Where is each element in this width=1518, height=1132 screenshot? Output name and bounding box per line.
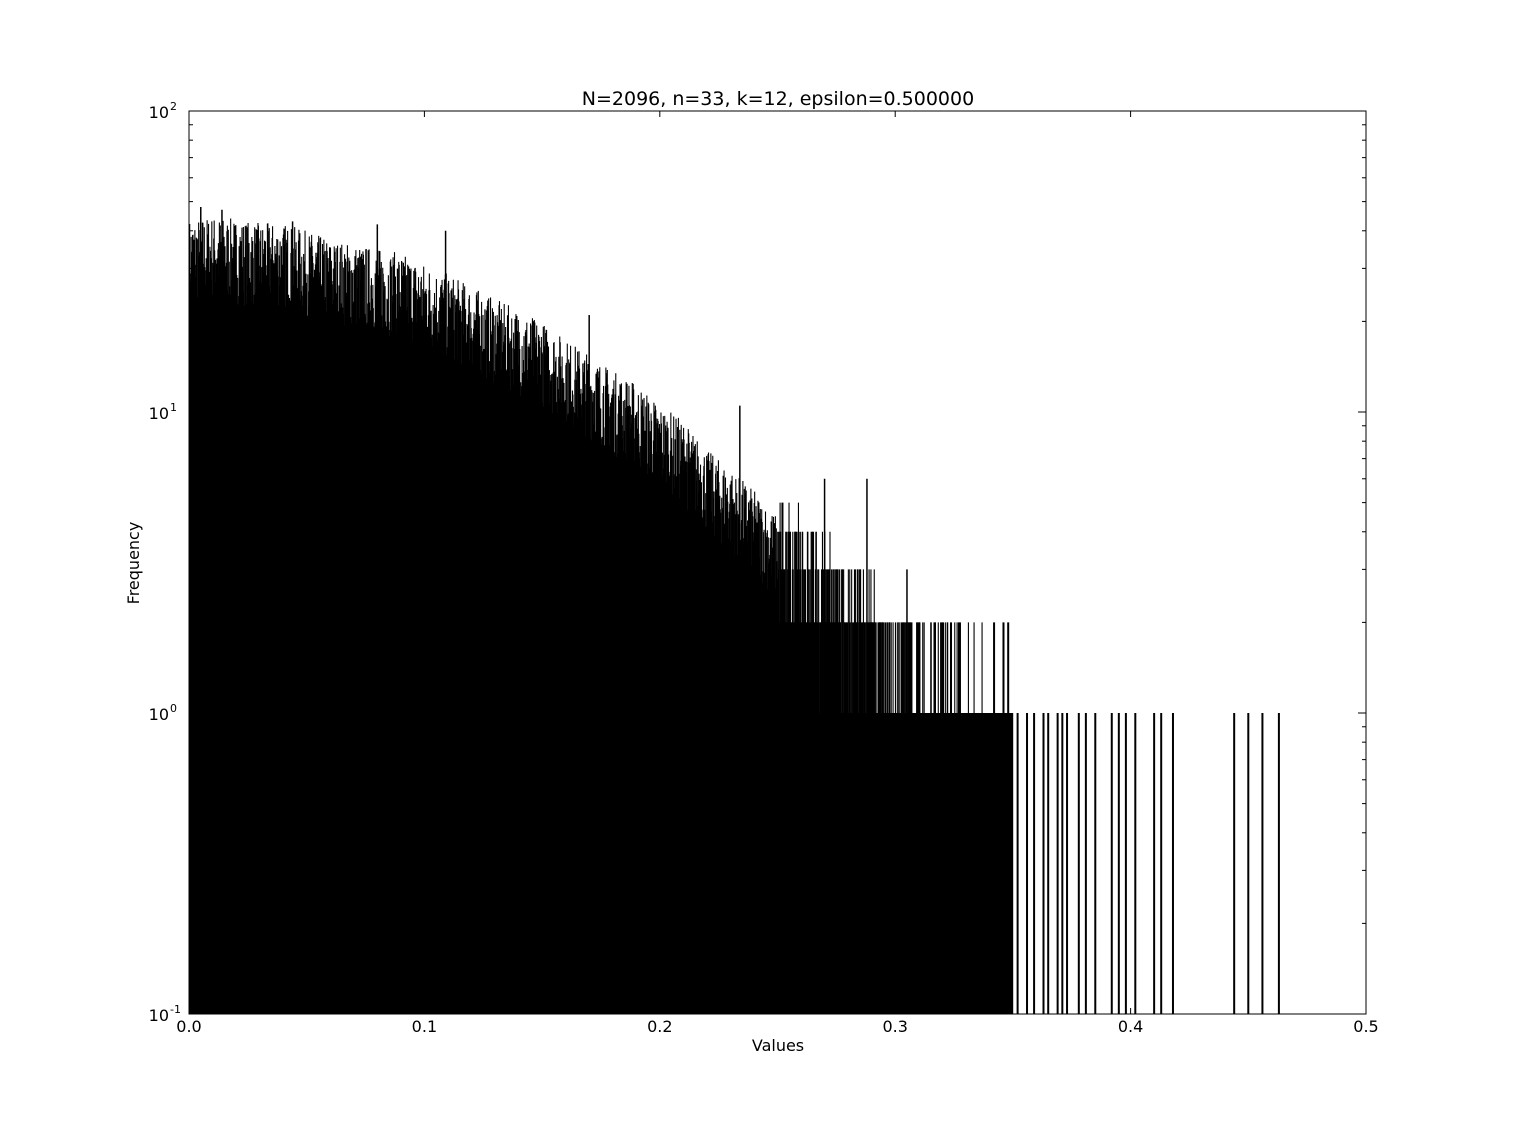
y-tick-label: 10: [149, 705, 169, 724]
bars-group: [188, 206, 1280, 1014]
y-tick-label: 10: [149, 404, 169, 423]
x-tick-label: 0.3: [882, 1017, 907, 1036]
x-axis-label: Values: [752, 1036, 804, 1055]
x-tick-label: 0.1: [412, 1017, 437, 1036]
y-axis-label: Frequency: [124, 522, 143, 605]
y-tick-label: 10: [149, 103, 169, 122]
y-tick-exponent: -1: [170, 1003, 181, 1016]
x-axis-ticks: 0.0 0.1 0.2 0.3 0.4 0.5: [176, 111, 1379, 1036]
x-tick-label: 0.5: [1353, 1017, 1378, 1036]
y-minor-ticks: [189, 124, 1366, 924]
plot-frame: [188, 110, 1367, 1015]
y-tick-exponent: 0: [170, 702, 177, 715]
x-tick-label: 0.2: [647, 1017, 672, 1036]
x-tick-label: 0.0: [176, 1017, 201, 1036]
y-tick-exponent: 1: [170, 401, 177, 414]
chart-title: N=2096, n=33, k=12, epsilon=0.500000: [582, 88, 974, 110]
y-tick-label: 10: [149, 1006, 169, 1025]
x-tick-label: 0.4: [1118, 1017, 1143, 1036]
y-tick-exponent: 2: [170, 100, 177, 113]
